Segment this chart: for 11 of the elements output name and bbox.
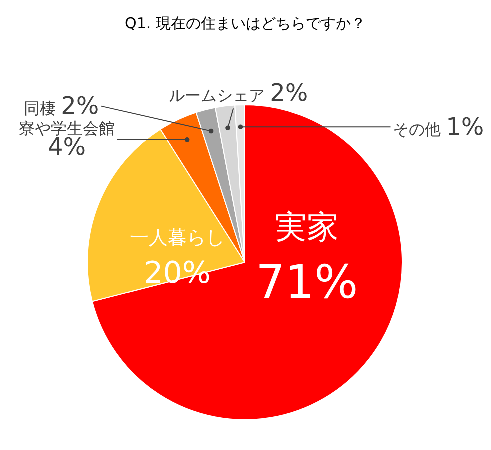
slice-label: ルームシェア xyxy=(169,86,265,105)
slice-label: 同棲 xyxy=(24,99,56,118)
slice-label: 実家 xyxy=(275,208,340,246)
data-label: 2% xyxy=(270,79,308,107)
slice-label: 一人暮らし xyxy=(130,227,225,249)
data-label: 1% xyxy=(446,113,484,141)
slice-label: その他 xyxy=(393,120,441,139)
data-label: 71% xyxy=(256,254,358,309)
data-label: 2% xyxy=(61,92,100,120)
slice-label: 寮や学生会館 xyxy=(19,119,115,138)
chart-title: Q1. 現在の住まいはどちらですか？ xyxy=(125,14,366,32)
